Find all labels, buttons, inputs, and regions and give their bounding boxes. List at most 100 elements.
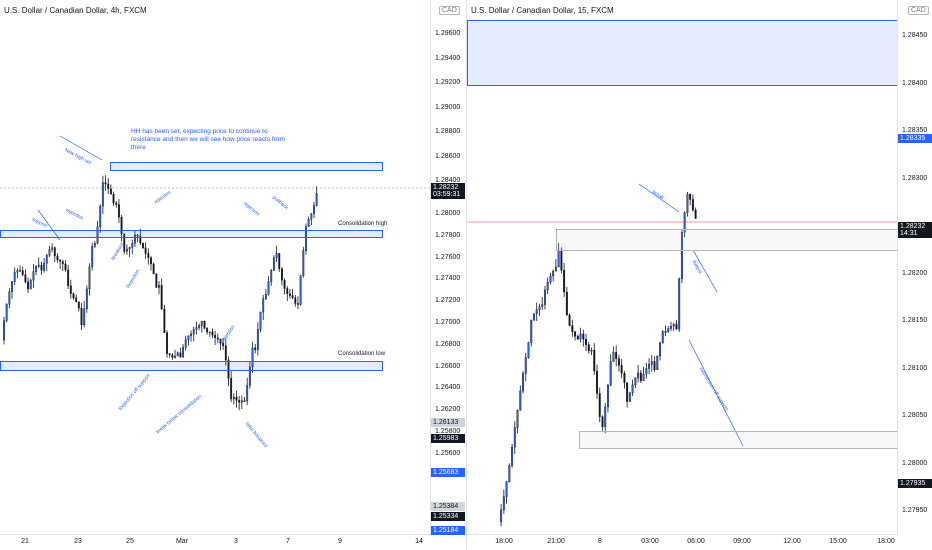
candle-body [238,400,241,403]
candle-body [606,384,609,408]
candle-body [513,427,516,448]
candle-body [120,217,123,234]
candle-body [272,257,275,271]
currency-label[interactable]: CAD [908,6,929,15]
candle-body [694,209,697,219]
demand-zone[interactable] [579,431,899,449]
candle-body [104,182,107,185]
candle-body [56,255,59,261]
candle-body [136,234,139,237]
candle-body [563,269,566,293]
candle-body [313,205,315,214]
time-tick: 9 [338,538,342,545]
price-tick: 1.28300 [902,174,928,182]
candle-body [552,270,555,277]
candle-body [147,253,150,258]
candle-body [560,249,563,271]
price-tick: 1.28200 [902,269,928,277]
resistance-zone[interactable] [110,162,383,171]
annotation-arrow [688,339,744,447]
candle-body [214,335,217,338]
price-tag: 1.28232 03:59:31 [431,183,465,199]
price-tick: 1.29000 [435,103,461,111]
candle-body [634,377,637,386]
candle-body [37,264,40,267]
price-axis[interactable]: CAD 1.284501.284001.283501.283001.282501… [897,0,932,535]
candle-body [672,323,675,327]
candle-body [508,465,511,483]
chart-pane-15m[interactable]: U.S. Dollar / Canadian Dollar, 15, FXCM … [466,0,932,550]
candle-body [307,218,310,227]
candle-body [72,293,75,299]
candle-body [675,323,678,330]
consolidation-low-zone[interactable] [0,361,383,371]
candle-body [305,226,307,251]
candle-body [243,400,246,402]
price-tick: 1.25800 [435,428,461,435]
candle-body [642,374,645,381]
time-tick: 8 [598,538,602,545]
candle-body [43,263,46,271]
candle-body [302,250,305,276]
time-tick: 03:00 [641,538,659,545]
candle-body [500,509,503,522]
price-tick: 1.29200 [435,79,461,86]
candle-body [656,355,659,371]
candle-body [91,246,94,268]
candle-body [538,306,541,310]
candle-body [182,347,184,358]
chart-pane-4h[interactable]: U.S. Dollar / Canadian Dollar, 4h, FXCM … [0,0,466,550]
price-tick: 1.28800 [435,128,461,135]
candle-body [612,352,615,362]
currency-label[interactable]: CAD [439,6,460,15]
price-tag: 1.25384 [431,502,465,511]
price-tick: 1.26400 [435,384,461,392]
candle-body [653,361,656,371]
time-axis[interactable]: 18:00 21:00 8 03:00 06:00 09:00 12:00 15:00 18:0… [467,534,897,550]
candle-body [107,183,110,190]
candle-body [152,263,155,275]
candle-body [232,396,235,400]
candle-body [187,335,190,340]
candle-body [533,313,535,321]
candle-body [623,372,626,383]
price-axis[interactable]: CAD 1.29600 1.29400 1.29200 1.29000 1.28800 1… [430,0,466,535]
candle-body [527,342,530,358]
candle-body [582,333,585,340]
price-tag: 1.25184 [431,526,465,535]
candle-body [574,331,577,337]
candle-body [535,309,538,315]
price-tag: 1.25683 [431,468,465,477]
candlestick-chart-4h[interactable] [0,0,430,535]
candle-body [546,281,549,291]
candle-body [571,325,574,332]
candle-body [648,363,651,369]
candle-body [678,278,681,330]
consolidation-high-zone[interactable] [0,230,383,238]
candle-body [168,353,171,356]
time-axis[interactable]: 21 23 25 Mar 3 7 9 14 [0,534,430,550]
candle-body [579,333,582,340]
candle-body [150,257,152,265]
candlestick-chart-15m[interactable] [467,0,897,535]
candle-body [51,247,54,250]
candle-body [294,297,297,304]
annotation-arrow [59,135,103,161]
candle-body [664,331,667,333]
candle-body [617,358,620,366]
price-tick: 1.27400 [435,275,461,283]
price-tick: 1.28600 [435,152,461,160]
candle-body [251,347,254,368]
time-tick: 25 [126,538,134,545]
supply-zone[interactable] [467,20,899,86]
time-tick: 18:00 [495,538,513,545]
candle-body [195,327,198,330]
candle-body [128,247,131,250]
candle-body [235,396,238,401]
candle-body [650,361,653,365]
annotation-arrow [692,249,718,293]
price-tick: 1.27950 [902,507,928,514]
candle-body [208,331,211,334]
retest-zone[interactable] [556,229,899,251]
candle-body [112,194,115,204]
